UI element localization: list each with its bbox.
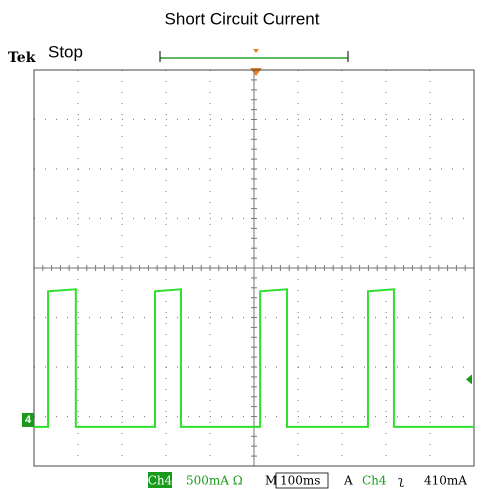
trigger-position (250, 68, 262, 76)
ground-marker-box (22, 412, 34, 427)
trigger-level-marker (466, 374, 472, 385)
record-bracket (159, 51, 349, 62)
trigger-mode: A (343, 474, 353, 488)
brand: Tek (8, 50, 36, 66)
trigger-level: 410mA (424, 474, 467, 488)
slope: ʅ (398, 474, 404, 488)
channel: Ch4 (148, 474, 173, 488)
status: Stop (48, 42, 83, 61)
time-prefix: M (265, 474, 277, 488)
title: Short Circuit Current (165, 9, 320, 28)
screen-border (33, 69, 475, 467)
record-marker (253, 49, 259, 53)
timebase-box (275, 472, 329, 489)
timebase: 100ms (280, 474, 320, 488)
trigger-channel: Ch4 (362, 474, 387, 488)
channel-box (148, 472, 172, 488)
scale: 500mA Ω (186, 474, 243, 488)
ground-marker: 4 (25, 414, 32, 426)
graticule (33, 69, 475, 467)
waveform (34, 288, 474, 428)
